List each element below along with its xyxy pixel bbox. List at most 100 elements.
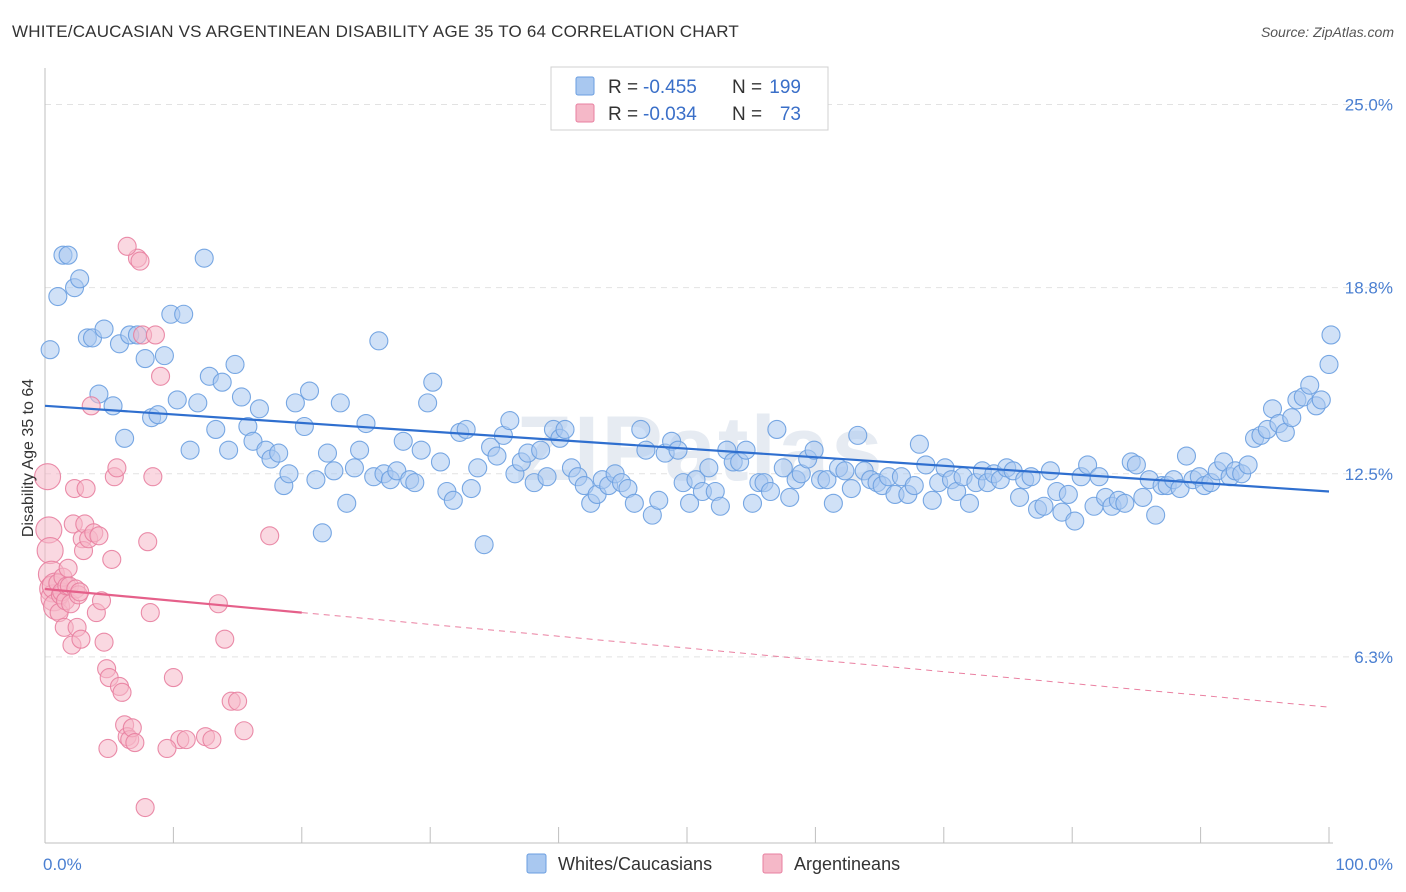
whites-point-112 (742, 493, 763, 513)
whites-point-204 (1311, 390, 1331, 410)
whites-point-33 (249, 399, 269, 419)
legend-n-value-2: 73 (780, 104, 801, 125)
bottom-legend-swatch-argentineans (762, 853, 783, 874)
whites-point-39 (285, 393, 305, 413)
whites-point-22 (180, 440, 200, 460)
whites-point-172 (1115, 493, 1135, 513)
whites-point-47 (337, 493, 357, 513)
whites-point-42 (306, 470, 326, 490)
legend-r-label-1: R = (608, 77, 638, 98)
whites-point-128 (841, 478, 861, 499)
whites-point-138 (904, 476, 924, 496)
argentineans-point-63 (202, 730, 222, 750)
whites-point-115 (760, 481, 781, 502)
argentineans-point-42 (107, 458, 127, 478)
argentineans-point-61 (176, 730, 196, 750)
whites-point-38 (279, 464, 299, 484)
argentineans-point-70 (157, 738, 177, 759)
whites-point-12 (115, 428, 135, 448)
whites-point-28 (219, 440, 239, 460)
series-argentineans-points (34, 236, 280, 818)
whites-trend-line (44, 404, 1330, 493)
x-tick-label-1: 100.0% (1335, 855, 1393, 874)
whites-point-94 (631, 419, 651, 440)
whites-point-18 (154, 346, 174, 366)
whites-point-79 (537, 467, 557, 487)
bottom-legend-label-argentineans: Argentineans (794, 854, 900, 874)
argentineans-point-49 (125, 733, 145, 753)
y-tick-label-3: 25.0% (1345, 96, 1393, 115)
legend-r-value-2: -0.034 (643, 104, 697, 125)
whites-point-105 (699, 458, 719, 478)
argentineans-point-32 (81, 396, 101, 416)
argentineans-point-53 (135, 798, 155, 818)
whites-point-20 (167, 390, 187, 410)
argentineans-trend-line-dashed (301, 612, 1330, 708)
whites-point-48 (344, 458, 364, 478)
whites-point-67 (461, 478, 481, 499)
legend-n-value-1: 199 (769, 77, 801, 98)
whites-point-118 (780, 487, 800, 507)
whites-point-93 (624, 493, 644, 513)
whites-point-5 (70, 269, 90, 289)
whites-point-100 (668, 440, 688, 460)
legend-box: R = -0.455 N = 199 R = -0.034 N = 73 (550, 66, 829, 131)
whites-point-52 (369, 331, 389, 351)
argentineans-point-36 (91, 591, 112, 611)
legend-n-label-2: N = (732, 104, 762, 125)
bottom-legend-label-whites: Whites/Caucasians (558, 854, 712, 874)
whites-point-60 (418, 393, 438, 413)
whites-point-147 (959, 493, 980, 513)
whites-point-43 (312, 523, 332, 543)
whites-point-78 (531, 440, 551, 460)
whites-point-10 (103, 396, 123, 416)
whites-point-45 (324, 461, 344, 481)
argentineans-point-55 (140, 603, 160, 623)
whites-point-97 (649, 490, 669, 510)
legend-swatch-whites (575, 76, 595, 96)
whites-point-0 (40, 340, 60, 360)
whites-point-61 (423, 372, 443, 392)
legend-swatch-argentineans (575, 103, 595, 123)
argentineans-point-59 (163, 668, 183, 688)
argentineans-point-0 (34, 463, 62, 491)
whites-point-68 (468, 458, 488, 478)
whites-point-49 (350, 440, 370, 460)
whites-point-174 (1126, 455, 1146, 475)
whites-point-58 (405, 473, 425, 493)
whites-point-182 (1176, 446, 1197, 466)
y-tick-label-0: 6.3% (1354, 648, 1393, 667)
argentineans-point-30 (76, 478, 96, 499)
bottom-legend: Whites/Caucasians Argentineans (526, 853, 900, 874)
whites-point-59 (411, 440, 431, 460)
whites-point-95 (636, 440, 656, 460)
whites-point-46 (330, 393, 350, 413)
y-tick-label-1: 12.5% (1345, 465, 1393, 484)
whites-point-175 (1133, 487, 1153, 507)
whites-point-141 (922, 490, 942, 510)
whites-point-192 (1238, 455, 1258, 475)
whites-point-23 (188, 393, 208, 413)
argentineans-point-16 (58, 558, 78, 578)
whites-point-163 (1058, 484, 1078, 504)
whites-point-205 (1319, 354, 1339, 375)
whites-point-116 (767, 419, 787, 440)
whites-point-1 (48, 286, 68, 307)
argentineans-point-65 (215, 629, 235, 649)
whites-point-64 (443, 490, 463, 510)
whites-point-206 (1321, 325, 1341, 345)
whites-point-21 (174, 304, 194, 324)
whites-point-139 (909, 434, 929, 454)
x-tick-labels: 0.0% 100.0% (43, 855, 1393, 874)
x-tick-label-0: 0.0% (43, 855, 82, 874)
whites-point-124 (817, 470, 837, 490)
whites-point-50 (356, 414, 376, 434)
whites-point-36 (269, 443, 289, 463)
source-label: Source: ZipAtlas.com (1260, 24, 1394, 40)
argentineans-point-69 (117, 236, 137, 256)
legend-r-value-1: -0.455 (643, 77, 697, 98)
argentineans-point-68 (234, 721, 254, 741)
whites-point-69 (474, 535, 494, 555)
whites-point-26 (206, 419, 226, 440)
